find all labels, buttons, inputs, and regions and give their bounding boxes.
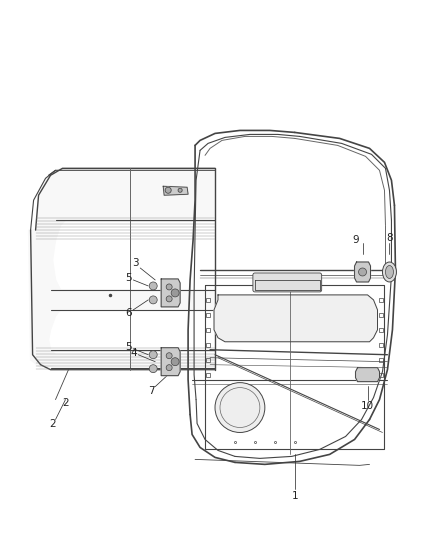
Text: 7: 7 [148, 385, 155, 395]
Text: 1: 1 [291, 491, 298, 501]
Circle shape [359, 268, 367, 276]
Circle shape [149, 282, 157, 290]
Circle shape [166, 365, 172, 370]
Circle shape [171, 358, 179, 366]
Circle shape [165, 187, 171, 193]
Circle shape [178, 188, 182, 192]
Text: 9: 9 [352, 235, 359, 245]
Polygon shape [161, 348, 180, 376]
Text: 8: 8 [386, 233, 393, 243]
Circle shape [149, 351, 157, 359]
Circle shape [149, 296, 157, 304]
Polygon shape [161, 279, 180, 307]
Ellipse shape [382, 262, 396, 282]
Polygon shape [355, 262, 371, 282]
Circle shape [215, 383, 265, 432]
Text: 4: 4 [130, 348, 137, 358]
Text: 2: 2 [62, 398, 69, 408]
Polygon shape [28, 168, 215, 368]
Polygon shape [255, 280, 320, 290]
Text: 5: 5 [125, 342, 131, 352]
Polygon shape [163, 186, 188, 195]
Text: 5: 5 [125, 273, 131, 283]
Polygon shape [356, 368, 379, 382]
Polygon shape [214, 295, 378, 342]
Circle shape [166, 353, 172, 359]
FancyBboxPatch shape [253, 273, 321, 292]
Circle shape [166, 284, 172, 290]
Ellipse shape [385, 265, 393, 278]
Circle shape [171, 289, 179, 297]
Text: 2: 2 [49, 419, 56, 430]
Text: 10: 10 [361, 401, 374, 410]
Text: 6: 6 [125, 308, 131, 318]
Text: 3: 3 [132, 258, 138, 268]
Circle shape [166, 296, 172, 302]
Circle shape [149, 365, 157, 373]
